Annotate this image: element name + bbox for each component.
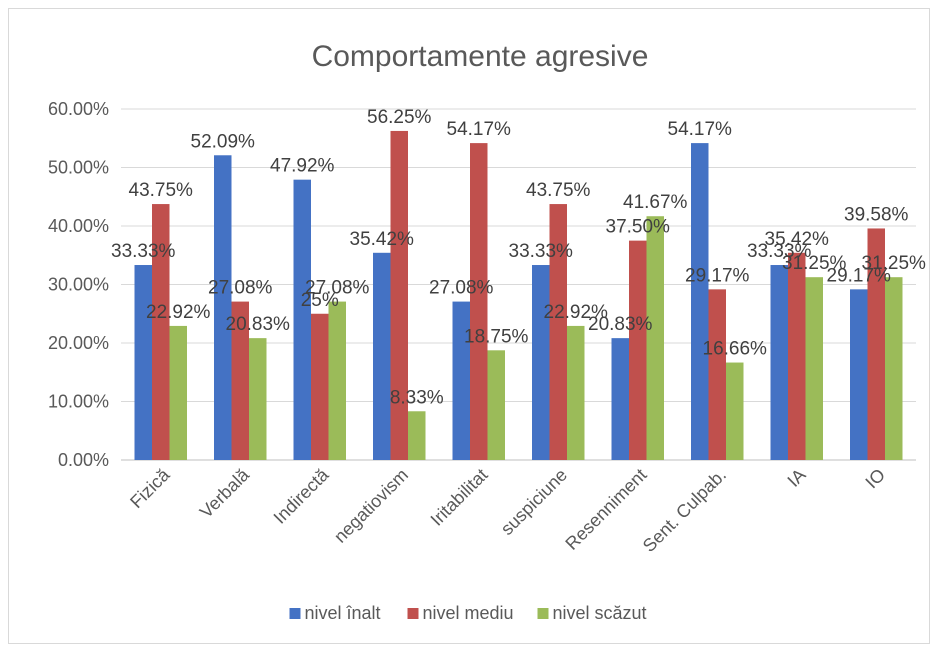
x-tick-label: Iritabilitat xyxy=(427,465,492,530)
bar xyxy=(249,338,267,460)
bar xyxy=(885,277,903,460)
data-label: 31.25% xyxy=(782,253,847,274)
bar xyxy=(390,130,408,460)
data-label: 37.50% xyxy=(606,217,671,238)
bar xyxy=(726,362,744,460)
bar xyxy=(328,301,346,460)
bar xyxy=(549,204,567,460)
data-label: 27.08% xyxy=(305,278,370,299)
bar xyxy=(629,240,647,460)
data-label: 41.67% xyxy=(623,192,688,213)
y-tick-label: 10.00% xyxy=(48,392,109,412)
data-label: 18.75% xyxy=(464,326,529,347)
bar xyxy=(152,204,170,460)
x-tick-label: Fizică xyxy=(126,464,174,512)
x-tick-label: negatiovism xyxy=(330,465,412,547)
bar xyxy=(231,301,249,460)
data-label: 25% xyxy=(301,290,339,311)
bar xyxy=(311,313,329,460)
y-axis-ticks: 0.00% 10.00% 20.00% 30.00% 40.00% 50.00% 60.00… xyxy=(48,99,109,470)
x-tick-label: IO xyxy=(861,465,889,493)
data-label: 33.33% xyxy=(509,241,574,262)
bar xyxy=(788,252,806,460)
bar xyxy=(867,228,885,460)
legend-item: nivel scăzut xyxy=(553,603,647,623)
bar-chart: Comportamente agresive 0.00% 10.00% 20.00%… xyxy=(48,40,926,623)
chart-title: Comportamente agresive xyxy=(312,40,649,73)
data-label: 47.92% xyxy=(270,156,335,177)
x-tick-label: Sent. Culpab. xyxy=(639,465,730,556)
data-label: 52.09% xyxy=(191,131,256,152)
data-label: 27.08% xyxy=(429,278,494,299)
bar xyxy=(293,179,311,460)
legend: nivel înalt nivel mediu nivel scăzut xyxy=(289,603,647,623)
y-tick-label: 60.00% xyxy=(48,99,109,119)
legend-swatch xyxy=(289,608,301,619)
data-label: 35.42% xyxy=(765,229,830,250)
bar xyxy=(611,338,629,460)
data-label: 29.17% xyxy=(827,265,892,286)
y-tick-label: 0.00% xyxy=(58,450,109,470)
data-label: 20.83% xyxy=(226,314,291,335)
legend-swatch xyxy=(407,608,419,619)
data-label: 8.33% xyxy=(390,387,444,408)
legend-item: nivel mediu xyxy=(423,603,514,623)
data-label: 39.58% xyxy=(844,204,909,225)
bar xyxy=(169,325,187,460)
bar xyxy=(532,265,550,460)
data-label: 56.25% xyxy=(367,107,432,128)
bar xyxy=(408,411,426,460)
bar xyxy=(487,350,505,460)
x-tick-label: suspiciune xyxy=(497,465,571,539)
bar xyxy=(470,143,488,460)
bar xyxy=(214,155,232,460)
bar xyxy=(708,289,726,460)
legend-swatch xyxy=(537,608,549,619)
data-label: 22.92% xyxy=(146,302,211,323)
x-tick-label: Indirectă xyxy=(270,464,334,528)
bar xyxy=(134,265,152,460)
bar xyxy=(646,216,664,460)
data-label: 54.17% xyxy=(447,119,512,140)
y-tick-label: 30.00% xyxy=(48,275,109,295)
y-tick-label: 40.00% xyxy=(48,216,109,236)
bar xyxy=(373,252,391,460)
data-label: 22.92% xyxy=(544,302,609,323)
y-tick-label: 50.00% xyxy=(48,158,109,178)
data-label: 33.33% xyxy=(747,241,812,262)
data-label: 20.83% xyxy=(588,314,653,335)
y-tick-label: 20.00% xyxy=(48,333,109,353)
data-label: 31.25% xyxy=(862,253,927,274)
data-label: 29.17% xyxy=(685,265,750,286)
x-tick-label: Verbală xyxy=(196,464,254,522)
x-tick-label: Resenniment xyxy=(561,465,650,554)
bar xyxy=(691,143,709,460)
data-label: 16.66% xyxy=(703,339,768,360)
data-label: 43.75% xyxy=(526,180,591,201)
bar xyxy=(805,277,823,460)
data-label: 43.75% xyxy=(129,180,194,201)
bar xyxy=(567,325,585,460)
bars xyxy=(134,130,903,460)
data-label: 54.17% xyxy=(668,119,733,140)
data-labels: 33.33% 43.75% 22.92% 52.09% 27.08% 20.83% 47.9… xyxy=(111,107,926,408)
x-tick-label: IA xyxy=(783,465,809,491)
bar xyxy=(850,289,868,460)
data-label: 35.42% xyxy=(350,229,415,250)
bar xyxy=(452,301,470,460)
data-label: 27.08% xyxy=(208,278,273,299)
legend-item: nivel înalt xyxy=(305,603,381,623)
bar xyxy=(770,265,788,460)
data-label: 33.33% xyxy=(111,241,176,262)
chart-frame: Comportamente agresive 0.00% 10.00% 20.00%… xyxy=(8,8,930,644)
